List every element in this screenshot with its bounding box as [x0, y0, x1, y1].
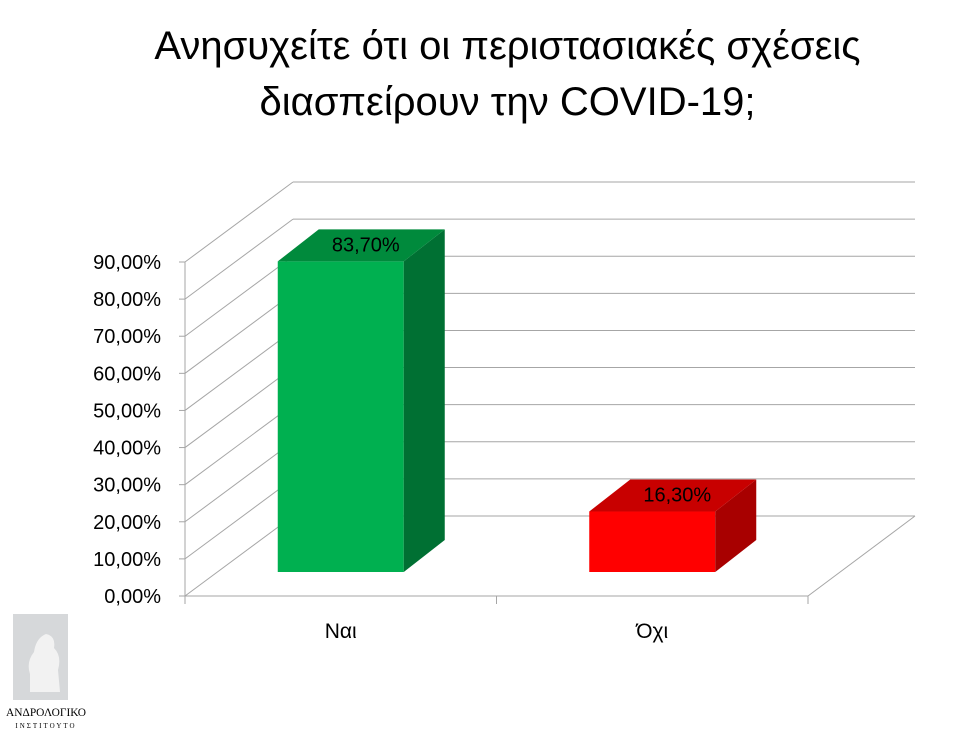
- chart-title: Ανησυχείτε ότι οι περιστασιακές σχέσεις …: [40, 18, 960, 130]
- bar-side: [715, 479, 757, 572]
- y-tick-label: 90,00%: [93, 252, 161, 274]
- side-gridline: [184, 292, 294, 374]
- title-line-2: διασπείρουν την COVID-19;: [259, 80, 756, 124]
- data-label: 83,70%: [332, 234, 400, 256]
- bar-front: [277, 261, 404, 572]
- side-gridline: [184, 330, 294, 411]
- side-gridline: [184, 181, 294, 263]
- x-tick-label: Όχι: [635, 620, 668, 643]
- bar-side: [403, 229, 445, 572]
- logo-text-2: ΙΝΣΤΙΤΟΥΤΟ: [15, 722, 76, 730]
- side-gridline: [184, 255, 294, 337]
- y-tick-label: 20,00%: [93, 512, 161, 534]
- y-tick-label: 70,00%: [93, 326, 161, 348]
- side-gridline: [184, 515, 294, 597]
- bar-top: [277, 229, 445, 262]
- y-tick-label: 10,00%: [93, 549, 161, 571]
- x-tick-label: Ναι: [325, 620, 357, 643]
- data-label: 16,30%: [643, 485, 711, 507]
- side-gridline: [184, 367, 294, 448]
- side-gridline: [184, 404, 294, 486]
- side-gridline: [184, 218, 294, 300]
- logo-text-1: ΑΝΔΡΟΛΟΓΙΚΟ: [6, 705, 86, 719]
- y-tick-label: 40,00%: [93, 438, 161, 460]
- title-line-1: Ανησυχείτε ότι οι περιστασιακές σχέσεις: [154, 24, 861, 68]
- floor-edge: [807, 515, 916, 597]
- bar-top: [589, 479, 757, 512]
- y-tick-label: 60,00%: [93, 363, 161, 385]
- institute-logo: ΑΝΔΡΟΛΟΓΙΚΟ ΙΝΣΤΙΤΟΥΤΟ: [6, 614, 86, 730]
- side-gridline: [184, 478, 294, 560]
- side-gridline: [184, 441, 294, 523]
- y-tick-label: 0,00%: [104, 586, 161, 608]
- bar-front: [589, 511, 716, 572]
- y-tick-label: 80,00%: [93, 289, 161, 311]
- y-tick-label: 50,00%: [93, 400, 161, 422]
- y-tick-label: 30,00%: [93, 475, 161, 497]
